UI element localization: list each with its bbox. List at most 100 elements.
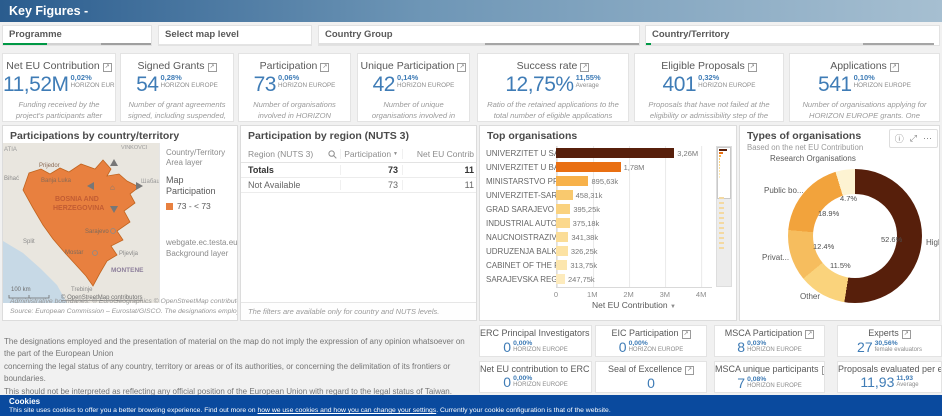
bar-row[interactable]: UNIVERZITET U SARA...3,26M [486, 146, 712, 160]
filter-label: Country Group [325, 29, 393, 40]
external-link-icon[interactable] [682, 330, 691, 339]
bar[interactable] [556, 218, 570, 228]
map-label-trebinje: Trebinje [71, 287, 93, 293]
bar-row[interactable]: MINISTARSTVO PRIVR...895,63k [486, 174, 712, 188]
more-options-icon[interactable]: ⋯ [923, 133, 932, 144]
kpi-erc-principal-investigators[interactable]: ERC Principal Investigators 00,00%HORIZO… [479, 325, 592, 357]
external-link-icon[interactable] [320, 63, 329, 72]
kpi-participation[interactable]: Participation 73 0,06%HORIZON EUROPE Num… [238, 53, 351, 122]
kpi-title: Unique Participation [361, 60, 455, 72]
legend-background-layer: webgate.ec.testa.eu [166, 238, 238, 247]
kpi-success-rate[interactable]: Success rate 12,75% 11,55%Average Ratio … [477, 53, 629, 122]
kpi-experts[interactable]: Experts 2730,56%female evaluators [837, 325, 942, 357]
kpi-applications[interactable]: Applications 541 0,10%HORIZON EUROPE Num… [789, 53, 940, 122]
bar-row[interactable]: NAUCNOISTRAZIVAC...341,38k [486, 230, 712, 244]
map[interactable]: ATIA VINKOVCI Шабац Prijedor Banja Luka … [3, 143, 159, 303]
bar-row[interactable]: GRAD SARAJEVO395,25k [486, 202, 712, 216]
kpi-signed-grants[interactable]: Signed Grants 54 0,28%HORIZON EUROPE Num… [120, 53, 234, 122]
selection-state-bar [645, 43, 940, 46]
kpi-seal-of-excellence[interactable]: Seal of Excellence 0 [595, 361, 707, 393]
sort-desc-icon[interactable]: ▼ [393, 151, 398, 157]
map-label-banja-luka: Banja Luka [41, 178, 72, 184]
map-label-croatia: ATIA [4, 147, 17, 153]
filter-map-level[interactable]: Select map level [158, 25, 312, 46]
home-icon[interactable]: ⌂ [110, 183, 115, 192]
bar[interactable] [556, 274, 565, 284]
external-link-icon[interactable] [902, 330, 911, 339]
external-link-icon[interactable] [822, 366, 824, 375]
bar[interactable] [556, 162, 621, 172]
kpi-title: Net EU Contribution [6, 60, 99, 72]
column-participation[interactable]: Participation [344, 149, 391, 159]
minimap-viewport[interactable] [717, 147, 731, 199]
panel-types-of-organisations: Types of organisations Based on the net … [739, 125, 940, 321]
expand-icon[interactable]: ⤢ [910, 133, 917, 144]
external-link-icon[interactable] [685, 366, 694, 375]
bar-row[interactable]: CABINET OF THE PRI...313,75k [486, 258, 712, 272]
bar-row[interactable]: UNIVERZITET-SARAJE...458,31k [486, 188, 712, 202]
kpi-value: 401 [663, 73, 697, 96]
info-icon[interactable]: ⓘ [895, 132, 904, 145]
kpi-unique-participation[interactable]: Unique Participation 42 0,14%HORIZON EUR… [357, 53, 470, 122]
external-link-icon[interactable] [580, 63, 589, 72]
x-tick: 3M [660, 290, 670, 299]
bar-row[interactable]: INDUSTRIAL AUTOMA...375,18k [486, 216, 712, 230]
cookie-banner: Cookies This site uses cookies to offer … [0, 395, 942, 416]
external-link-icon[interactable] [748, 63, 757, 72]
legend-range-item[interactable]: 73 - < 73 [166, 201, 231, 212]
table-row[interactable]: Not Available 73 11 [241, 178, 476, 193]
map-legend: Country/Territory Area layer Map Partici… [159, 143, 237, 303]
kpi-msca-unique-participants[interactable]: MSCA unique participants 70,08%HORIZON E… [714, 361, 825, 393]
cookie-settings-link[interactable]: how we use cookies and how you can chang… [257, 407, 436, 414]
kpi-eligible-proposals[interactable]: Eligible Proposals 401 0,32%HORIZON EURO… [634, 53, 784, 122]
external-link-icon[interactable] [457, 63, 466, 72]
external-link-icon[interactable] [890, 63, 899, 72]
table-header[interactable]: Region (NUTS 3) Participation▼ Net EU Co… [241, 146, 476, 163]
x-axis-title[interactable]: Net EU Contribution [592, 300, 668, 310]
kpi-net-eu-contribution-erc[interactable]: Net EU contribution to ERC P... 00,00%HO… [479, 361, 592, 393]
kpi-net-eu-contribution[interactable]: Net EU Contribution 11,52M 0,02%HORIZON … [2, 53, 116, 122]
kpi-value: 73 [254, 73, 276, 96]
filter-label: Programme [9, 29, 62, 40]
column-net-contribution[interactable]: Net EU Contrib [403, 149, 476, 159]
bar-row[interactable]: UDRUZENJA BALKAN...326,25k [486, 244, 712, 258]
kpi-description: Ratio of the retained applications to th… [478, 100, 628, 122]
bar-row[interactable]: SARAJEVSKA REGION...247,75k [486, 272, 712, 286]
x-axis: 0 1M 2M 3M 4M [556, 287, 712, 298]
bar[interactable] [556, 148, 674, 158]
page-title: Key Figures - [9, 4, 88, 18]
kpi-proposals-evaluated-per-expert[interactable]: Proposals evaluated per exp... 11,9311,9… [837, 361, 942, 393]
x-tick: 1M [587, 290, 597, 299]
column-region[interactable]: Region (NUTS 3) [248, 149, 313, 159]
external-link-icon[interactable] [805, 330, 814, 339]
map-label-sarajevo: Sarajevo [85, 229, 109, 235]
filter-country-group[interactable]: Country Group [318, 25, 640, 46]
axis-sort-icon[interactable]: ▼ [670, 304, 676, 310]
kpi-msca-participation[interactable]: MSCA Participation 80,03%HORIZON EUROPE [714, 325, 825, 357]
external-link-icon[interactable] [103, 63, 112, 72]
bar[interactable] [556, 246, 568, 256]
external-link-icon[interactable] [208, 63, 217, 72]
kpi-sub: HORIZON EUROPE [160, 82, 217, 90]
search-icon[interactable] [328, 150, 337, 159]
bar[interactable] [556, 232, 568, 242]
donut-label-private: Privat... [762, 253, 789, 262]
filter-country-territory[interactable]: Country/Territory [645, 25, 940, 46]
bar[interactable] [556, 204, 570, 214]
kpi-eic-participation[interactable]: EIC Participation 00,00%HORIZON EUROPE [595, 325, 707, 357]
kpi-sub: HORIZON EUROPE [397, 82, 454, 90]
bar-row[interactable]: UNIVERZITET U BANJ...1,78M [486, 160, 712, 174]
kpi-sup: 0,02% [71, 74, 117, 82]
chart-minimap-scrollbar[interactable] [716, 146, 732, 287]
map-canvas[interactable]: ATIA VINKOVCI Шабац Prijedor Banja Luka … [3, 143, 159, 303]
filter-programme[interactable]: Programme [2, 25, 152, 46]
bar[interactable] [556, 190, 573, 200]
map-label-bosnia-1: BOSNIA AND [55, 196, 99, 203]
bar[interactable] [556, 260, 567, 270]
panel-region-table: Participation by region (NUTS 3) Region … [240, 125, 477, 321]
bar[interactable] [556, 176, 588, 186]
panel-toolbar: ⓘ ⤢ ⋯ [889, 129, 938, 148]
donut-label-public: Public bo... [764, 186, 804, 195]
table-row-totals[interactable]: Totals 73 11 [241, 163, 476, 178]
kpi-description: Number of organisations applying for HOR… [790, 100, 939, 122]
